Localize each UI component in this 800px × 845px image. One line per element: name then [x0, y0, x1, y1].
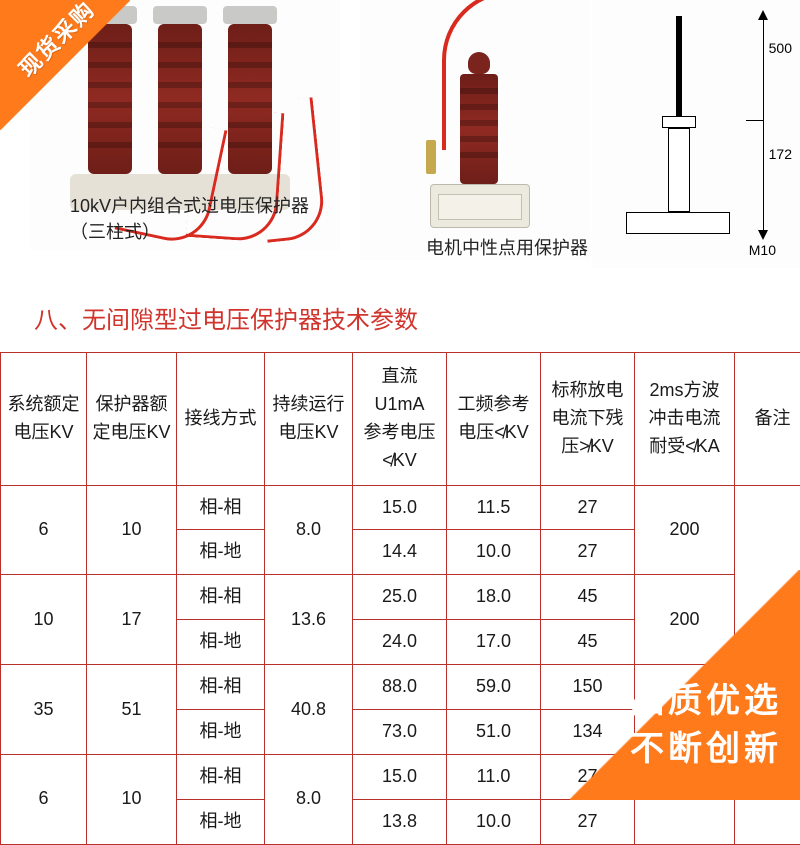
cell-pf: 17.0 [447, 620, 541, 665]
th-continuous: 持续运行电压KV [265, 353, 353, 486]
dim-line [763, 14, 764, 234]
dim-body-height: 172 [769, 146, 792, 162]
cell-pf: 59.0 [447, 665, 541, 710]
product-left-caption: 10kV户内组合式过电压保护器（三柱式） [70, 192, 340, 244]
cell-mode: 相-相 [177, 575, 265, 620]
mid-arrester-top [468, 52, 490, 74]
th-sys-voltage: 系统额定电压KV [1, 353, 87, 486]
cell-res: 27 [541, 485, 635, 530]
badge-top-left-text: 现货采购 [11, 0, 102, 83]
cell-mode: 相-相 [177, 485, 265, 530]
cell-sys: 6 [1, 754, 87, 844]
cell-rated: 17 [87, 575, 177, 665]
cell-wave: 200 [635, 485, 735, 575]
cell-pf: 51.0 [447, 710, 541, 755]
cell-dc: 14.4 [353, 530, 447, 575]
badge-br-line1: 品质优选 [630, 673, 782, 722]
cell-mode: 相-地 [177, 799, 265, 844]
th-pf-ref: 工频参考电压≮KV [447, 353, 541, 486]
cell-rated: 10 [87, 754, 177, 844]
cell-rated: 51 [87, 665, 177, 755]
cell-dc: 13.8 [353, 799, 447, 844]
dim-thread: M10 [749, 242, 776, 258]
th-rated-voltage: 保护器额定电压KV [87, 353, 177, 486]
cell-sys: 6 [1, 485, 87, 575]
arrester-cap-3 [223, 6, 277, 24]
cell-cont: 8.0 [265, 754, 353, 844]
cell-dc: 15.0 [353, 485, 447, 530]
table-row: 6 10 相-相 8.0 15.0 11.5 27 200 电站型 [1, 485, 800, 530]
cell-pf: 10.0 [447, 799, 541, 844]
dim-tick [746, 120, 764, 121]
cell-rated: 10 [87, 485, 177, 575]
cell-dc: 88.0 [353, 665, 447, 710]
badge-bottom-right: 品质优选 不断创新 [570, 570, 800, 800]
cell-dc: 25.0 [353, 575, 447, 620]
draw-pin [676, 16, 682, 116]
cell-mode: 相-相 [177, 665, 265, 710]
cell-pf: 11.0 [447, 754, 541, 799]
dim-arrow-down-icon [758, 230, 768, 240]
cell-cont: 13.6 [265, 575, 353, 665]
draw-cap [662, 116, 696, 128]
draw-base [626, 212, 730, 234]
th-square-wave: 2ms方波冲击电流耐受≮KA [635, 353, 735, 486]
table-header-row: 系统额定电压KV 保护器额定电压KV 接线方式 持续运行电压KV 直流U1mA参… [1, 353, 800, 486]
th-dc-ref: 直流U1mA参考电压≮KV [353, 353, 447, 486]
product-mid-illustration: 电机中性点用保护器 [360, 0, 590, 260]
cell-dc: 24.0 [353, 620, 447, 665]
arrester-cap-2 [153, 6, 207, 24]
product-mid-caption: 电机中性点用保护器 [426, 234, 588, 260]
cell-dc: 73.0 [353, 710, 447, 755]
cell-mode: 相-地 [177, 710, 265, 755]
badge-top-left: 现货采购 [0, 0, 130, 130]
cell-res: 27 [541, 530, 635, 575]
cell-pf: 18.0 [447, 575, 541, 620]
draw-stem [668, 128, 690, 212]
cell-mode: 相-地 [177, 530, 265, 575]
technical-drawing: 500 172 M10 [592, 0, 800, 268]
th-residual: 标称放电电流下残压≯KV [541, 353, 635, 486]
cell-cont: 40.8 [265, 665, 353, 755]
section-title: 八、无间隙型过电压保护器技术参数 [34, 300, 418, 335]
cell-cont: 8.0 [265, 485, 353, 575]
cell-dc: 15.0 [353, 754, 447, 799]
cell-sys: 35 [1, 665, 87, 755]
cell-mode: 相-地 [177, 620, 265, 665]
cell-res: 27 [541, 799, 635, 844]
cell-pf: 10.0 [447, 530, 541, 575]
mid-lead-tip [426, 140, 436, 174]
cell-pf: 11.5 [447, 485, 541, 530]
th-wiring: 接线方式 [177, 353, 265, 486]
cell-mode: 相-相 [177, 754, 265, 799]
th-note: 备注 [735, 353, 800, 486]
dim-total-height: 500 [769, 40, 792, 56]
dim-arrow-up-icon [758, 10, 768, 20]
mid-nameplate [438, 194, 522, 220]
cell-sys: 10 [1, 575, 87, 665]
badge-br-line2: 不断创新 [630, 721, 782, 770]
mid-arrester-column [460, 74, 498, 184]
